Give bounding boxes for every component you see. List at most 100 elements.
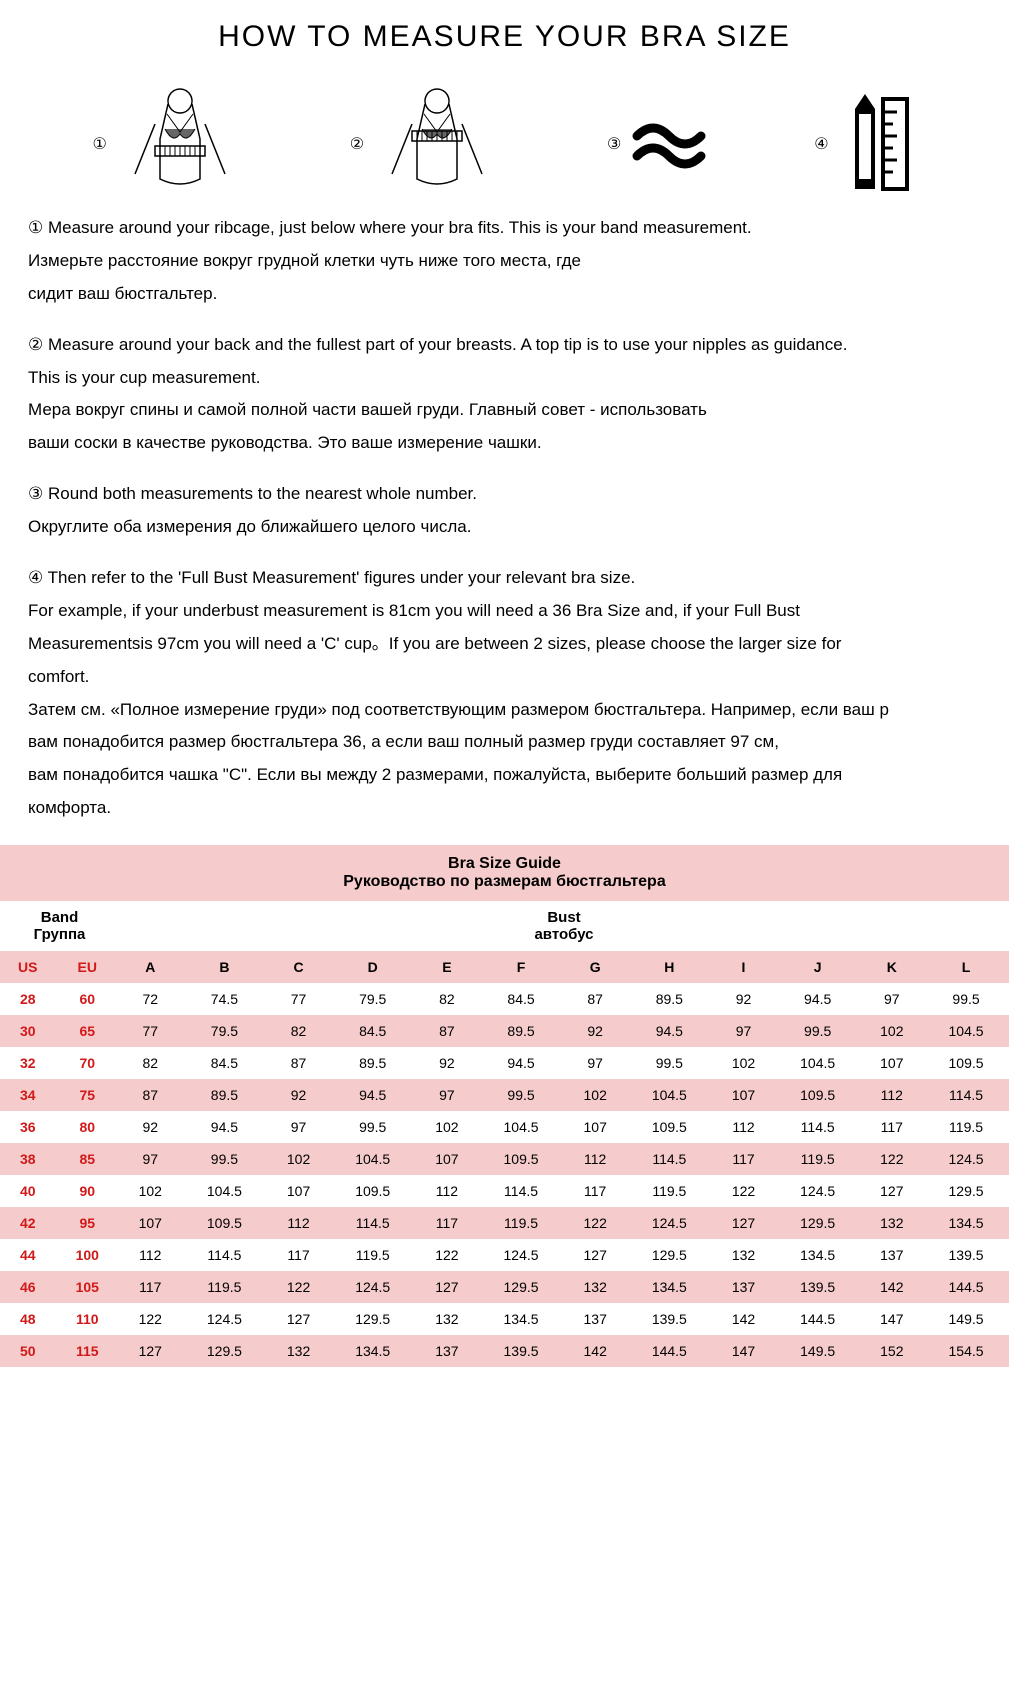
col-header-F: F	[478, 951, 564, 983]
cell-value: 107	[861, 1047, 924, 1079]
col-header-US: US	[0, 951, 56, 983]
cell-value: 132	[416, 1303, 479, 1335]
col-header-J: J	[775, 951, 861, 983]
cell-value: 84.5	[478, 983, 564, 1015]
cell-value: 104.5	[182, 1175, 268, 1207]
cell-value: 82	[416, 983, 479, 1015]
cell-value: 124.5	[775, 1175, 861, 1207]
cell-value: 97	[712, 1015, 775, 1047]
cell-value: 117	[119, 1271, 182, 1303]
cell-value: 114.5	[775, 1111, 861, 1143]
table-row: 48110122124.5127129.5132134.5137139.5142…	[0, 1303, 1009, 1335]
cell-value: 119.5	[923, 1111, 1009, 1143]
cell-value: 149.5	[775, 1335, 861, 1367]
cell-value: 97	[267, 1111, 330, 1143]
cell-value: 144.5	[626, 1335, 712, 1367]
col-header-K: K	[861, 951, 924, 983]
cell-eu: 60	[56, 983, 119, 1015]
cell-value: 124.5	[182, 1303, 268, 1335]
step-4-icon-cell: ④	[814, 94, 916, 194]
cell-value: 87	[564, 983, 627, 1015]
cell-value: 124.5	[478, 1239, 564, 1271]
cell-value: 87	[119, 1079, 182, 1111]
cell-value: 142	[564, 1335, 627, 1367]
instruction-block-1: ① Measure around your ribcage, just belo…	[28, 214, 981, 309]
cell-value: 134.5	[923, 1207, 1009, 1239]
cell-value: 89.5	[478, 1015, 564, 1047]
cell-value: 74.5	[182, 983, 268, 1015]
cell-value: 119.5	[478, 1207, 564, 1239]
instr-3-ru: Округлите оба измерения до ближайшего це…	[28, 513, 981, 542]
step-3-icon-cell: ③	[607, 114, 709, 174]
cell-value: 99.5	[626, 1047, 712, 1079]
cell-value: 97	[119, 1143, 182, 1175]
cell-value: 137	[861, 1239, 924, 1271]
cell-value: 77	[119, 1015, 182, 1047]
cell-value: 107	[416, 1143, 479, 1175]
cell-value: 127	[861, 1175, 924, 1207]
cell-value: 129.5	[330, 1303, 416, 1335]
cell-us: 46	[0, 1271, 56, 1303]
cell-value: 127	[416, 1271, 479, 1303]
cell-value: 99.5	[330, 1111, 416, 1143]
cell-value: 127	[119, 1335, 182, 1367]
cell-value: 109.5	[775, 1079, 861, 1111]
cell-value: 99.5	[775, 1015, 861, 1047]
cell-value: 102	[267, 1143, 330, 1175]
cell-value: 94.5	[182, 1111, 268, 1143]
cell-value: 102	[861, 1015, 924, 1047]
cell-value: 134.5	[775, 1239, 861, 1271]
cell-value: 109.5	[626, 1111, 712, 1143]
cell-value: 97	[416, 1079, 479, 1111]
cell-value: 119.5	[330, 1239, 416, 1271]
table-row: 38859799.5102104.5107109.5112114.5117119…	[0, 1143, 1009, 1175]
instr-4-en4: comfort.	[28, 663, 981, 692]
size-table: Bra Size GuideРуководство по размерам бю…	[0, 845, 1009, 1367]
cell-value: 107	[564, 1111, 627, 1143]
cell-value: 137	[712, 1271, 775, 1303]
torso-underbust-icon	[115, 84, 245, 204]
cell-value: 109.5	[478, 1143, 564, 1175]
cell-eu: 105	[56, 1271, 119, 1303]
col-header-B: B	[182, 951, 268, 983]
cell-value: 114.5	[182, 1239, 268, 1271]
cell-value: 89.5	[626, 983, 712, 1015]
instr-4-en2: For example, if your underbust measureme…	[28, 597, 981, 626]
instructions: ① Measure around your ribcage, just belo…	[0, 214, 1009, 823]
cell-value: 92	[564, 1015, 627, 1047]
cell-value: 82	[267, 1015, 330, 1047]
cell-eu: 90	[56, 1175, 119, 1207]
cell-value: 94.5	[626, 1015, 712, 1047]
cell-value: 127	[564, 1239, 627, 1271]
cell-value: 104.5	[478, 1111, 564, 1143]
cell-us: 34	[0, 1079, 56, 1111]
table-title: Bra Size GuideРуководство по размерам бю…	[0, 845, 1009, 901]
cell-value: 149.5	[923, 1303, 1009, 1335]
instr-4-ru4: комфорта.	[28, 794, 981, 823]
instruction-block-4: ④ Then refer to the 'Full Bust Measureme…	[28, 564, 981, 823]
step-1-icon-cell: ①	[92, 84, 244, 204]
cell-value: 129.5	[182, 1335, 268, 1367]
instr-4-en1: ④ Then refer to the 'Full Bust Measureme…	[28, 564, 981, 593]
cell-value: 127	[267, 1303, 330, 1335]
col-header-H: H	[626, 951, 712, 983]
table-row: 30657779.58284.58789.59294.59799.5102104…	[0, 1015, 1009, 1047]
cell-value: 119.5	[775, 1143, 861, 1175]
cell-value: 84.5	[330, 1015, 416, 1047]
cell-value: 129.5	[775, 1207, 861, 1239]
table-row: 50115127129.5132134.5137139.5142144.5147…	[0, 1335, 1009, 1367]
cell-value: 139.5	[923, 1239, 1009, 1271]
cell-value: 152	[861, 1335, 924, 1367]
table-row: 36809294.59799.5102104.5107109.5112114.5…	[0, 1111, 1009, 1143]
cell-eu: 100	[56, 1239, 119, 1271]
cell-value: 92	[416, 1047, 479, 1079]
col-header-L: L	[923, 951, 1009, 983]
cell-us: 50	[0, 1335, 56, 1367]
col-header-E: E	[416, 951, 479, 983]
cell-value: 139.5	[775, 1271, 861, 1303]
table-row: 46105117119.5122124.5127129.5132134.5137…	[0, 1271, 1009, 1303]
approx-icon	[629, 114, 709, 174]
cell-value: 122	[119, 1303, 182, 1335]
table-title-row: Bra Size GuideРуководство по размерам бю…	[0, 845, 1009, 901]
cell-value: 102	[119, 1175, 182, 1207]
